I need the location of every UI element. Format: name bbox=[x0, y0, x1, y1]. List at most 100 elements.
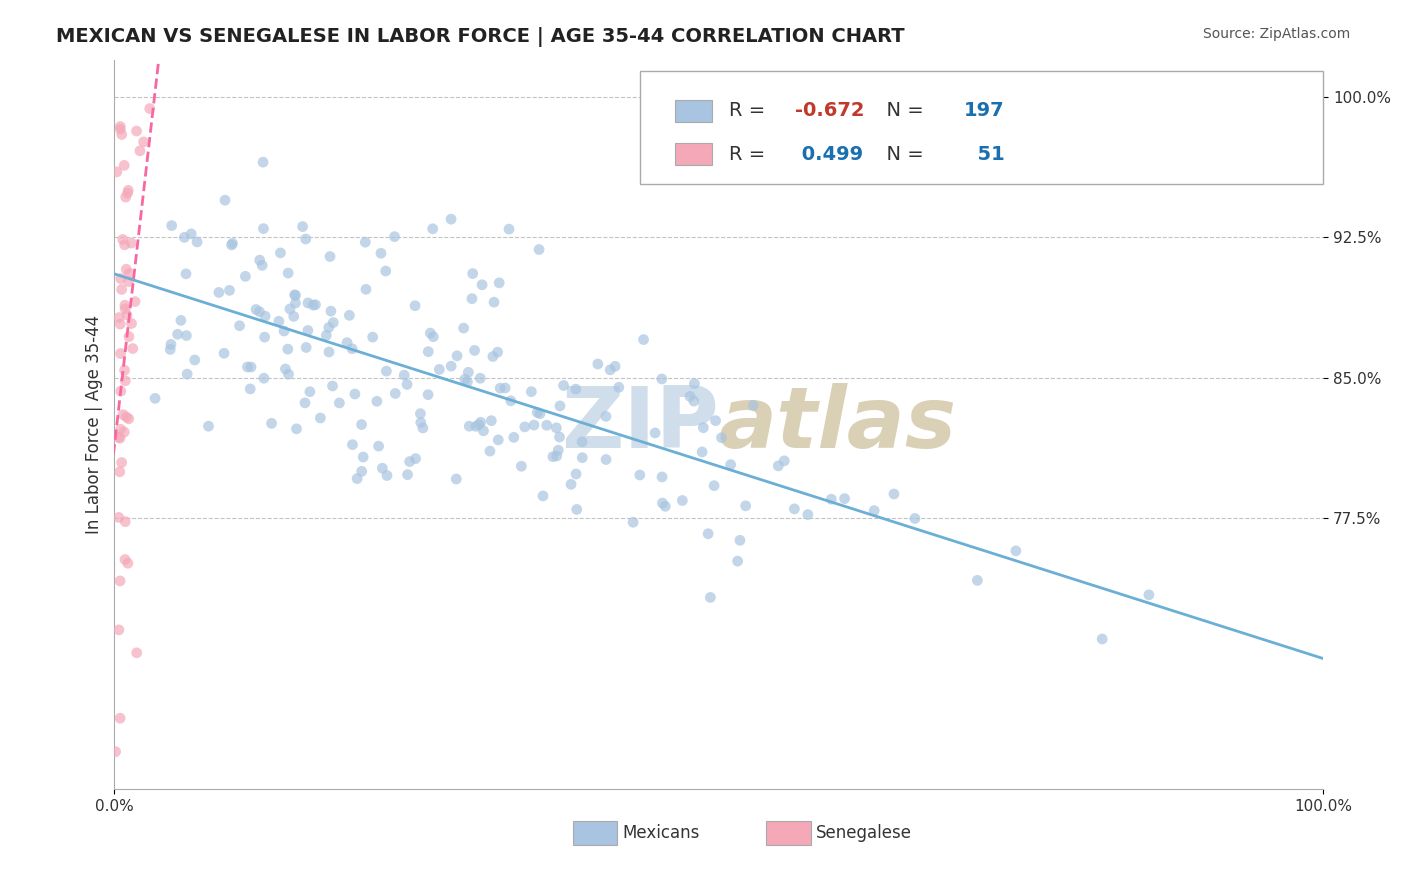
Point bbox=[236, 359, 259, 374]
Point bbox=[486, 345, 509, 359]
Point bbox=[336, 335, 359, 350]
Point bbox=[245, 302, 267, 317]
Point bbox=[768, 458, 790, 473]
Point bbox=[112, 425, 135, 439]
Point bbox=[482, 295, 505, 310]
Point bbox=[277, 266, 299, 280]
Point bbox=[536, 418, 558, 433]
Point bbox=[453, 321, 475, 335]
Point bbox=[304, 298, 326, 312]
Point bbox=[114, 374, 136, 388]
Point bbox=[118, 329, 141, 343]
Point bbox=[274, 362, 297, 376]
Point bbox=[291, 219, 314, 234]
Point bbox=[565, 467, 588, 481]
Point bbox=[108, 711, 131, 725]
Point bbox=[651, 470, 673, 484]
Point bbox=[783, 502, 806, 516]
Point bbox=[302, 298, 325, 312]
Point bbox=[252, 221, 274, 235]
Point bbox=[114, 298, 136, 312]
Point bbox=[176, 367, 198, 381]
Point bbox=[553, 378, 575, 392]
Point bbox=[384, 229, 406, 244]
Point bbox=[129, 144, 152, 158]
Point bbox=[277, 342, 299, 356]
Point bbox=[166, 327, 188, 342]
Point bbox=[117, 275, 139, 289]
Point bbox=[114, 237, 136, 252]
Point bbox=[427, 362, 450, 376]
Point bbox=[464, 343, 486, 358]
Point bbox=[599, 363, 621, 377]
Point bbox=[404, 299, 426, 313]
Point bbox=[644, 425, 666, 440]
Point bbox=[607, 380, 630, 394]
Point bbox=[471, 277, 494, 292]
Point bbox=[690, 445, 713, 459]
Point bbox=[468, 417, 491, 432]
Point bbox=[671, 493, 693, 508]
Point bbox=[114, 363, 136, 377]
Point bbox=[118, 411, 141, 425]
Point bbox=[253, 371, 276, 385]
Point bbox=[654, 500, 676, 514]
Point bbox=[486, 433, 509, 447]
Point bbox=[342, 437, 364, 451]
Point bbox=[110, 271, 132, 285]
Point bbox=[457, 365, 479, 379]
Text: MEXICAN VS SENEGALESE IN LABOR FORCE | AGE 35-44 CORRELATION CHART: MEXICAN VS SENEGALESE IN LABOR FORCE | A… bbox=[56, 27, 905, 46]
Point bbox=[458, 419, 481, 434]
Point bbox=[527, 243, 550, 257]
Point bbox=[704, 414, 727, 428]
Point bbox=[121, 317, 143, 331]
Point bbox=[340, 342, 363, 356]
Point bbox=[374, 264, 396, 278]
Point bbox=[697, 526, 720, 541]
Point bbox=[108, 623, 131, 637]
Point bbox=[478, 444, 501, 458]
Point bbox=[699, 591, 721, 605]
Point bbox=[107, 510, 129, 524]
Point bbox=[212, 346, 235, 360]
Point bbox=[107, 430, 129, 444]
Point bbox=[267, 314, 290, 328]
Point bbox=[350, 464, 373, 478]
Point bbox=[405, 451, 427, 466]
Point bbox=[412, 421, 434, 435]
Point bbox=[321, 379, 343, 393]
Point bbox=[114, 301, 136, 316]
Point bbox=[966, 574, 988, 588]
Point bbox=[117, 183, 139, 197]
Point bbox=[529, 407, 551, 421]
Point bbox=[354, 235, 377, 249]
Point bbox=[283, 310, 305, 324]
Text: Source: ZipAtlas.com: Source: ZipAtlas.com bbox=[1202, 27, 1350, 41]
Point bbox=[297, 296, 319, 310]
Point bbox=[346, 472, 368, 486]
Point bbox=[318, 345, 340, 359]
Point bbox=[419, 326, 441, 340]
Point bbox=[586, 357, 609, 371]
Point bbox=[277, 367, 299, 381]
Point bbox=[337, 309, 360, 323]
Point bbox=[125, 646, 148, 660]
Point bbox=[112, 408, 135, 422]
Point bbox=[160, 219, 183, 233]
Point bbox=[218, 284, 240, 298]
Point bbox=[214, 193, 236, 207]
Point bbox=[221, 238, 243, 252]
Point bbox=[546, 449, 568, 463]
Point bbox=[110, 346, 132, 360]
Point bbox=[105, 165, 128, 179]
Point bbox=[269, 246, 291, 260]
Point bbox=[683, 376, 706, 391]
Point bbox=[208, 285, 231, 300]
Point bbox=[367, 439, 389, 453]
Point bbox=[1091, 632, 1114, 646]
FancyBboxPatch shape bbox=[675, 100, 711, 121]
Point bbox=[409, 407, 432, 421]
Point bbox=[446, 472, 468, 486]
Point bbox=[108, 574, 131, 588]
Point bbox=[523, 418, 546, 433]
